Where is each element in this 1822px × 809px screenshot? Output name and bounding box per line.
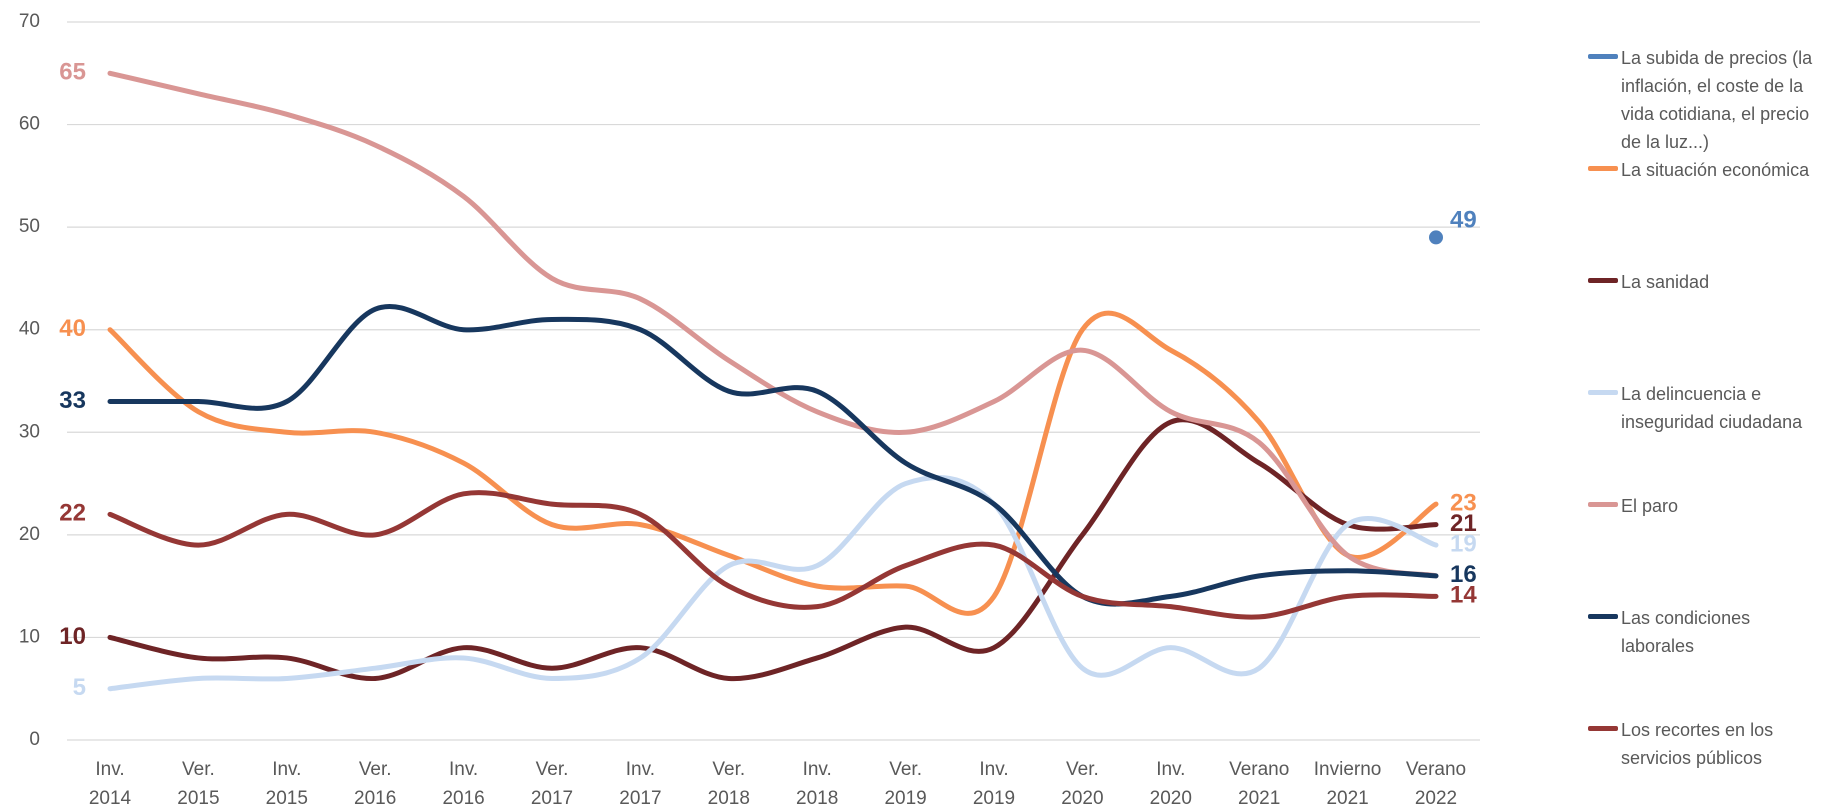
legend-swatch	[1588, 390, 1618, 395]
x-tick-label: 2016	[354, 788, 396, 809]
legend-label: Las condiciones laborales	[1621, 608, 1751, 656]
data-point	[1429, 230, 1443, 245]
data-line	[107, 310, 1439, 616]
y-tick-label: 10	[19, 626, 40, 647]
y-tick-label: 40	[19, 319, 40, 340]
x-tick-label: Invierno	[1314, 759, 1382, 780]
x-tick-label: Ver.	[536, 759, 569, 780]
x-tick-label: Ver.	[359, 759, 392, 780]
x-tick-label: Ver.	[889, 759, 922, 780]
x-tick-label: 2021	[1326, 788, 1368, 809]
x-tick-label: 2017	[531, 788, 573, 809]
legend: La subida de precios (la inflación, el c…	[1588, 0, 1818, 809]
legend-label: Los recortes en los servicios públicos	[1621, 720, 1774, 768]
y-tick-label: 30	[19, 421, 40, 442]
x-tick-label: 2020	[1150, 788, 1192, 809]
legend-swatch	[1588, 726, 1618, 731]
y-tick-label: 70	[19, 11, 40, 32]
legend-label: La delincuencia e inseguridad ciudadana	[1621, 384, 1803, 432]
x-tick-label: Verano	[1406, 759, 1466, 780]
y-tick-label: 0	[29, 729, 40, 750]
data-label: 22	[59, 500, 86, 527]
data-label: 23	[1450, 489, 1477, 516]
data-line	[107, 70, 1439, 579]
legend-label: El paro	[1621, 496, 1679, 516]
legend-label: La sanidad	[1621, 272, 1710, 292]
legend-swatch	[1588, 54, 1618, 59]
x-tick-label: 2022	[1415, 788, 1457, 809]
data-label: 16	[1450, 561, 1477, 588]
x-tick-label: 2018	[796, 788, 838, 809]
data-label: 14	[1450, 582, 1477, 609]
legend-swatch	[1588, 614, 1618, 619]
x-tick-label: Inv.	[449, 759, 478, 780]
legend-label: La situación económica	[1621, 160, 1810, 180]
x-tick-label: Ver.	[182, 759, 215, 780]
x-tick-label: 2019	[973, 788, 1015, 809]
data-label: 33	[59, 387, 86, 414]
y-tick-label: 20	[19, 524, 40, 545]
y-tick-label: 60	[19, 114, 40, 135]
x-tick-label: Inv.	[803, 759, 832, 780]
x-tick-label: 2021	[1238, 788, 1280, 809]
data-line	[107, 417, 1439, 682]
x-tick-label: Inv.	[1156, 759, 1185, 780]
legend-swatch	[1588, 278, 1618, 283]
x-tick-label: 2014	[89, 788, 132, 809]
x-tick-label: Verano	[1229, 759, 1289, 780]
x-tick-label: 2018	[708, 788, 750, 809]
data-line	[107, 303, 1439, 607]
data-label: 21	[1450, 510, 1477, 537]
x-tick-label: Inv.	[979, 759, 1008, 780]
data-label: 5	[73, 674, 86, 701]
data-label: 65	[59, 59, 86, 86]
data-label: 40	[59, 315, 86, 342]
x-tick-label: 2015	[266, 788, 308, 809]
legend-swatch	[1588, 502, 1618, 507]
x-tick-label: Inv.	[95, 759, 124, 780]
data-line	[107, 474, 1439, 692]
data-label: 10	[59, 623, 86, 650]
chart: 0 10 20 30 40 50 60 70 Inv. 2014 Ver. 2015 Inv. 2015 V…	[19, 11, 1480, 809]
x-tick-label: 2017	[619, 788, 661, 809]
x-tick-label: Ver.	[712, 759, 745, 780]
x-tick-label: Inv.	[626, 759, 655, 780]
data-label: 19	[1450, 530, 1477, 557]
data-line	[107, 490, 1439, 620]
x-tick-label: 2015	[177, 788, 219, 809]
x-tick-label: 2016	[442, 788, 484, 809]
y-tick-label: 50	[19, 216, 40, 237]
x-tick-label: Ver.	[1066, 759, 1099, 780]
data-label: 49	[1450, 207, 1477, 234]
x-tick-label: Inv.	[272, 759, 301, 780]
legend-swatch	[1588, 166, 1618, 171]
legend-label: La subida de precios (la inflación, el c…	[1621, 48, 1813, 152]
x-tick-label: 2020	[1061, 788, 1103, 809]
x-tick-label: 2019	[884, 788, 926, 809]
